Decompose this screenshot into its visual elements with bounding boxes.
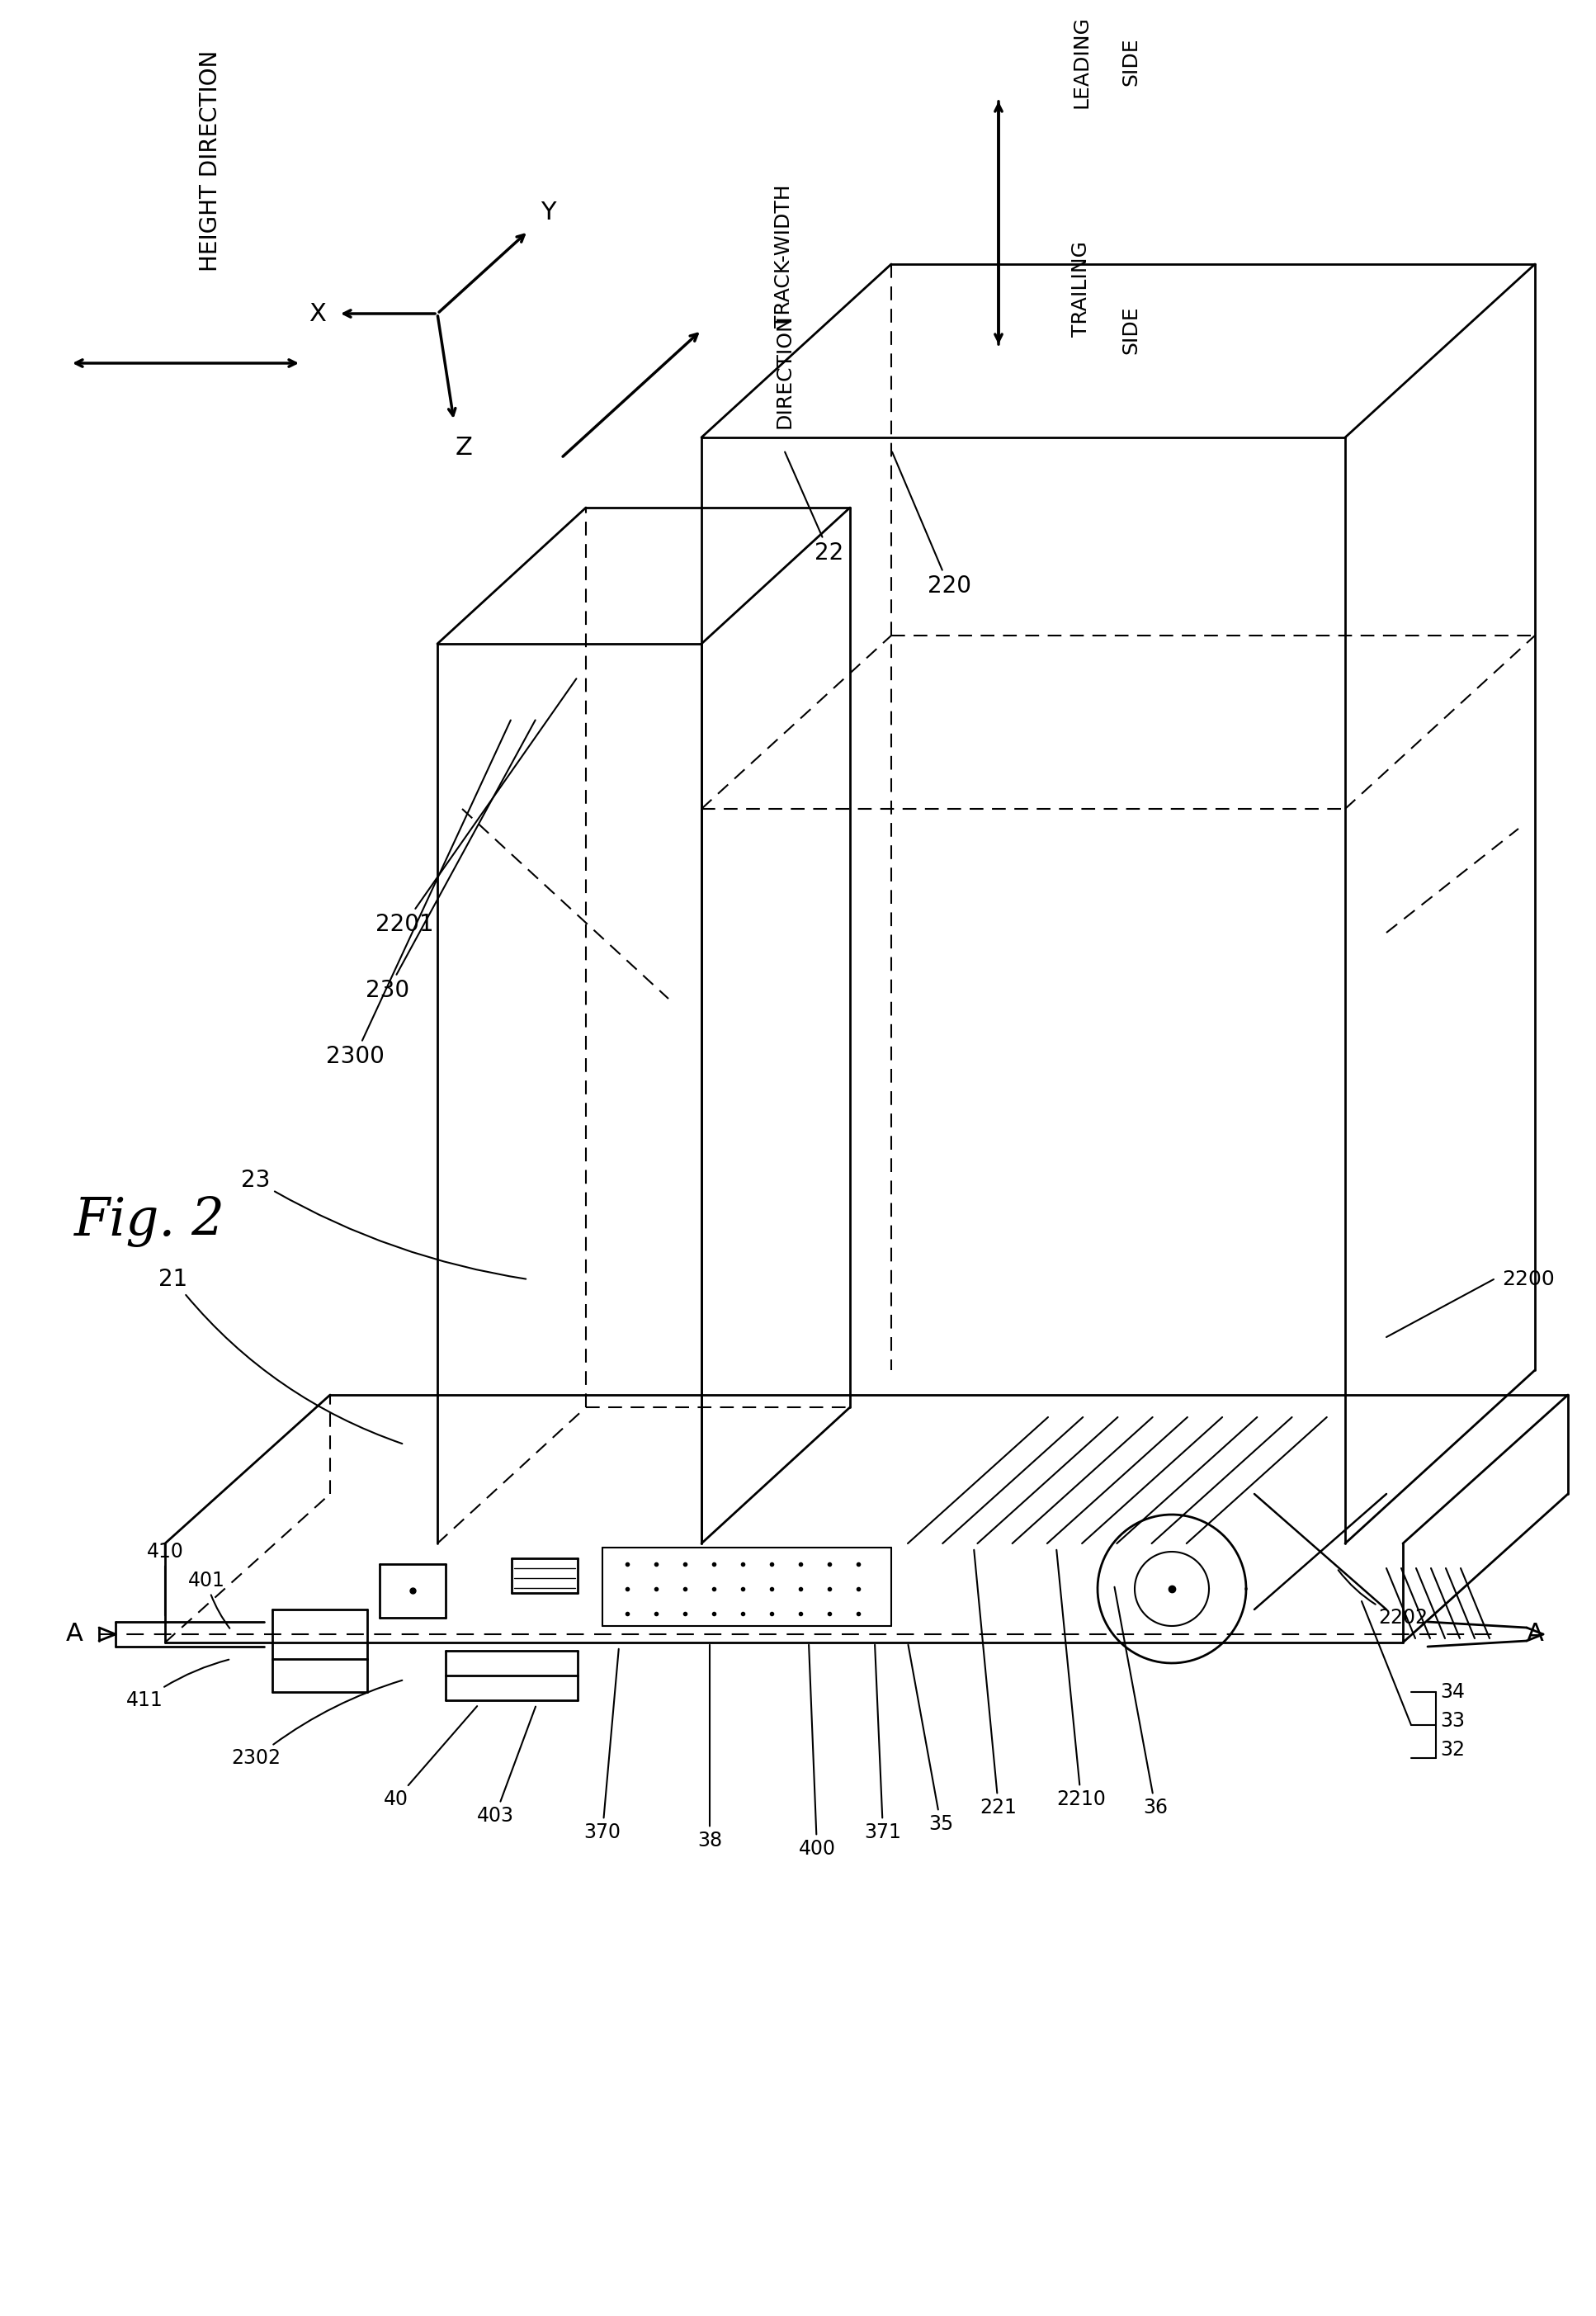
Text: 34: 34: [1440, 1681, 1465, 1702]
Text: 371: 371: [865, 1644, 902, 1841]
Text: A: A: [1526, 1621, 1543, 1647]
Text: 33: 33: [1440, 1712, 1465, 1730]
Text: 35: 35: [908, 1644, 953, 1834]
Text: 2210: 2210: [1057, 1549, 1106, 1809]
Text: 401: 401: [188, 1570, 230, 1628]
Text: A: A: [65, 1621, 83, 1647]
Text: 2300: 2300: [326, 720, 511, 1068]
Text: 23: 23: [241, 1170, 527, 1278]
Text: 2302: 2302: [231, 1681, 402, 1767]
Text: DIRECTION: DIRECTION: [774, 315, 793, 428]
Text: 2202: 2202: [1339, 1570, 1428, 1628]
Text: TRAILING: TRAILING: [1071, 241, 1092, 336]
Text: 221: 221: [974, 1549, 1017, 1818]
Text: Z: Z: [455, 435, 472, 461]
Text: 410: 410: [147, 1542, 184, 1617]
Text: 411: 411: [126, 1661, 228, 1709]
Text: 2200: 2200: [1502, 1269, 1555, 1290]
Text: 36: 36: [1114, 1586, 1168, 1818]
Text: 370: 370: [584, 1649, 621, 1841]
Text: 40: 40: [383, 1707, 477, 1809]
Text: 38: 38: [697, 1644, 721, 1850]
Text: 22: 22: [785, 452, 844, 565]
Text: SIDE: SIDE: [1120, 37, 1141, 86]
Text: SIDE: SIDE: [1120, 306, 1141, 354]
Text: 2201: 2201: [375, 679, 576, 936]
Text: 230: 230: [365, 720, 535, 1003]
Text: Y: Y: [541, 201, 555, 225]
Text: Fig. 2: Fig. 2: [75, 1195, 225, 1246]
Text: HEIGHT DIRECTION: HEIGHT DIRECTION: [200, 51, 222, 271]
Text: 403: 403: [477, 1707, 536, 1825]
Text: LEADING: LEADING: [1071, 16, 1092, 109]
Text: 400: 400: [798, 1644, 836, 1860]
Text: 21: 21: [158, 1267, 402, 1443]
Text: 220: 220: [892, 452, 970, 598]
Text: TRACK-WIDTH: TRACK-WIDTH: [774, 185, 793, 327]
Text: X: X: [308, 301, 326, 327]
Text: 32: 32: [1440, 1739, 1465, 1760]
